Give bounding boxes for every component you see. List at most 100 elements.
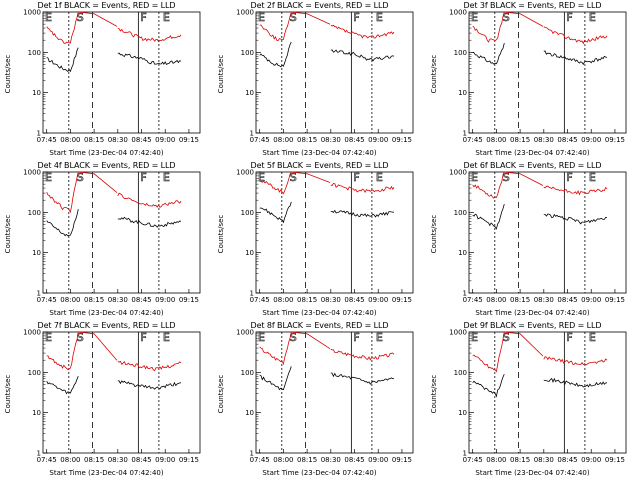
events-series-line bbox=[259, 366, 292, 391]
y-axis-label: Counts/sec bbox=[430, 214, 438, 254]
x-axis-label: Start Time (23-Dec-04 07:42:40) bbox=[49, 309, 164, 317]
y-tick-label: 1000 bbox=[23, 9, 41, 17]
x-tick-label: 08:00 bbox=[486, 136, 506, 144]
marker-label: E bbox=[45, 331, 52, 344]
lld-series-line bbox=[472, 331, 505, 373]
x-tick-label: 08:30 bbox=[534, 456, 554, 464]
detector-panel: Det 8f BLACK = Events, RED = LLD 1 10 100 10… bbox=[213, 320, 426, 480]
detector-panel: Det 1f BLACK = Events, RED = LLD 1 10 100 10… bbox=[0, 0, 213, 160]
events-series-line bbox=[472, 374, 505, 398]
y-tick-label: 1 bbox=[250, 130, 254, 138]
x-tick-label: 08:45 bbox=[131, 456, 151, 464]
events-series-line bbox=[117, 380, 182, 390]
panel-title: Det 3f BLACK = Events, RED = LLD bbox=[463, 1, 602, 10]
y-tick-label: 1 bbox=[250, 290, 254, 298]
marker-label: E bbox=[258, 171, 265, 184]
plot-frame bbox=[255, 11, 414, 134]
marker-label: F bbox=[566, 331, 572, 344]
lld-series-line bbox=[46, 331, 79, 371]
x-axis-label: Start Time (23-Dec-04 07:42:40) bbox=[262, 469, 377, 477]
x-tick-label: 08:00 bbox=[273, 296, 293, 304]
detector-panel: Det 7f BLACK = Events, RED = LLD 1 10 100 10… bbox=[0, 320, 213, 480]
x-tick-label: 09:00 bbox=[581, 136, 601, 144]
events-series-line bbox=[46, 47, 79, 73]
lld-series-line bbox=[543, 185, 608, 196]
x-tick-label: 09:00 bbox=[368, 456, 388, 464]
x-tick-label: 09:15 bbox=[605, 136, 625, 144]
x-tick-label: 08:15 bbox=[297, 296, 317, 304]
lld-series-line bbox=[543, 26, 608, 45]
panel-title: Det 4f BLACK = Events, RED = LLD bbox=[37, 161, 176, 170]
lld-series-line bbox=[291, 331, 331, 350]
events-series-line bbox=[543, 377, 608, 388]
plot-frame bbox=[42, 171, 201, 294]
x-tick-label: 09:00 bbox=[155, 296, 175, 304]
x-tick-label: 08:00 bbox=[486, 296, 506, 304]
x-tick-label: 08:45 bbox=[131, 296, 151, 304]
y-axis-label: Counts/sec bbox=[4, 54, 12, 94]
plot-area: 1 10 100 1000 07:45 08:00 08:15 08:30 08:45 09:00… bbox=[23, 169, 201, 304]
lld-series-line bbox=[117, 360, 182, 372]
y-tick-label: 1 bbox=[37, 450, 41, 458]
marker-label: F bbox=[566, 11, 572, 24]
marker-label: E bbox=[163, 331, 170, 344]
lld-series-line bbox=[330, 182, 395, 194]
lld-series-line bbox=[117, 27, 182, 43]
detector-panel: Det 4f BLACK = Events, RED = LLD 1 10 100 10… bbox=[0, 160, 213, 320]
x-tick-label: 08:45 bbox=[344, 456, 364, 464]
events-series-line bbox=[117, 52, 182, 65]
plot-frame bbox=[468, 331, 627, 454]
lld-series-line bbox=[78, 171, 118, 193]
y-tick-label: 1 bbox=[37, 130, 41, 138]
detector-panel: Det 6f BLACK = Events, RED = LLD 1 10 100 10… bbox=[426, 160, 639, 320]
marker-label: E bbox=[163, 11, 170, 24]
events-series-line bbox=[330, 372, 395, 385]
x-tick-label: 09:15 bbox=[605, 456, 625, 464]
x-axis-label: Start Time (23-Dec-04 07:42:40) bbox=[262, 149, 377, 157]
plot-area: 1 10 100 1000 07:45 08:00 08:15 08:30 08:45 09:00… bbox=[449, 9, 627, 144]
x-tick-label: 09:15 bbox=[392, 456, 412, 464]
x-tick-label: 09:00 bbox=[581, 456, 601, 464]
x-axis-label: Start Time (23-Dec-04 07:42:40) bbox=[475, 469, 590, 477]
x-tick-label: 09:15 bbox=[392, 136, 412, 144]
events-series-line bbox=[46, 376, 79, 395]
x-axis-label: Start Time (23-Dec-04 07:42:40) bbox=[475, 149, 590, 157]
lld-series-line bbox=[259, 331, 292, 366]
detector-panel: Det 2f BLACK = Events, RED = LLD 1 10 100 10… bbox=[213, 0, 426, 160]
x-tick-label: 07:45 bbox=[463, 456, 483, 464]
y-tick-label: 1 bbox=[463, 130, 467, 138]
y-tick-label: 1 bbox=[37, 290, 41, 298]
detector-panel: Det 9f BLACK = Events, RED = LLD 1 10 100 10… bbox=[426, 320, 639, 480]
x-tick-label: 07:45 bbox=[463, 296, 483, 304]
marker-label: E bbox=[376, 331, 383, 344]
y-tick-label: 100 bbox=[241, 209, 254, 217]
x-tick-label: 08:30 bbox=[321, 136, 341, 144]
x-tick-label: 07:45 bbox=[250, 136, 270, 144]
events-series-line bbox=[472, 42, 505, 65]
y-tick-label: 1 bbox=[250, 450, 254, 458]
lld-series-line bbox=[46, 11, 79, 44]
lld-series-line bbox=[504, 331, 544, 357]
plot-area: 1 10 100 1000 07:45 08:00 08:15 08:30 08:45 09:00… bbox=[23, 329, 201, 464]
y-axis-label: Counts/sec bbox=[4, 374, 12, 414]
x-tick-label: 08:15 bbox=[84, 136, 104, 144]
plot-area: 1 10 100 1000 07:45 08:00 08:15 08:30 08:45 09:00… bbox=[236, 329, 414, 464]
plot-area: 1 10 100 1000 07:45 08:00 08:15 08:30 08:45 09:00… bbox=[23, 9, 201, 144]
x-tick-label: 09:00 bbox=[368, 136, 388, 144]
lld-series-line bbox=[472, 11, 505, 43]
plot-frame bbox=[42, 331, 201, 454]
x-tick-label: 08:15 bbox=[510, 296, 530, 304]
x-axis-label: Start Time (23-Dec-04 07:42:40) bbox=[49, 149, 164, 157]
x-tick-label: 07:45 bbox=[37, 136, 57, 144]
x-tick-label: 07:45 bbox=[250, 296, 270, 304]
marker-label: S bbox=[290, 11, 297, 24]
y-tick-label: 100 bbox=[241, 369, 254, 377]
marker-label: E bbox=[589, 331, 596, 344]
lld-series-line bbox=[330, 348, 395, 361]
lld-series-line bbox=[117, 192, 182, 208]
plot-area: 1 10 100 1000 07:45 08:00 08:15 08:30 08:45 09:00… bbox=[236, 169, 414, 304]
events-series-line bbox=[330, 209, 395, 218]
x-tick-label: 08:15 bbox=[510, 136, 530, 144]
x-tick-label: 09:15 bbox=[605, 296, 625, 304]
marker-label: F bbox=[140, 171, 146, 184]
